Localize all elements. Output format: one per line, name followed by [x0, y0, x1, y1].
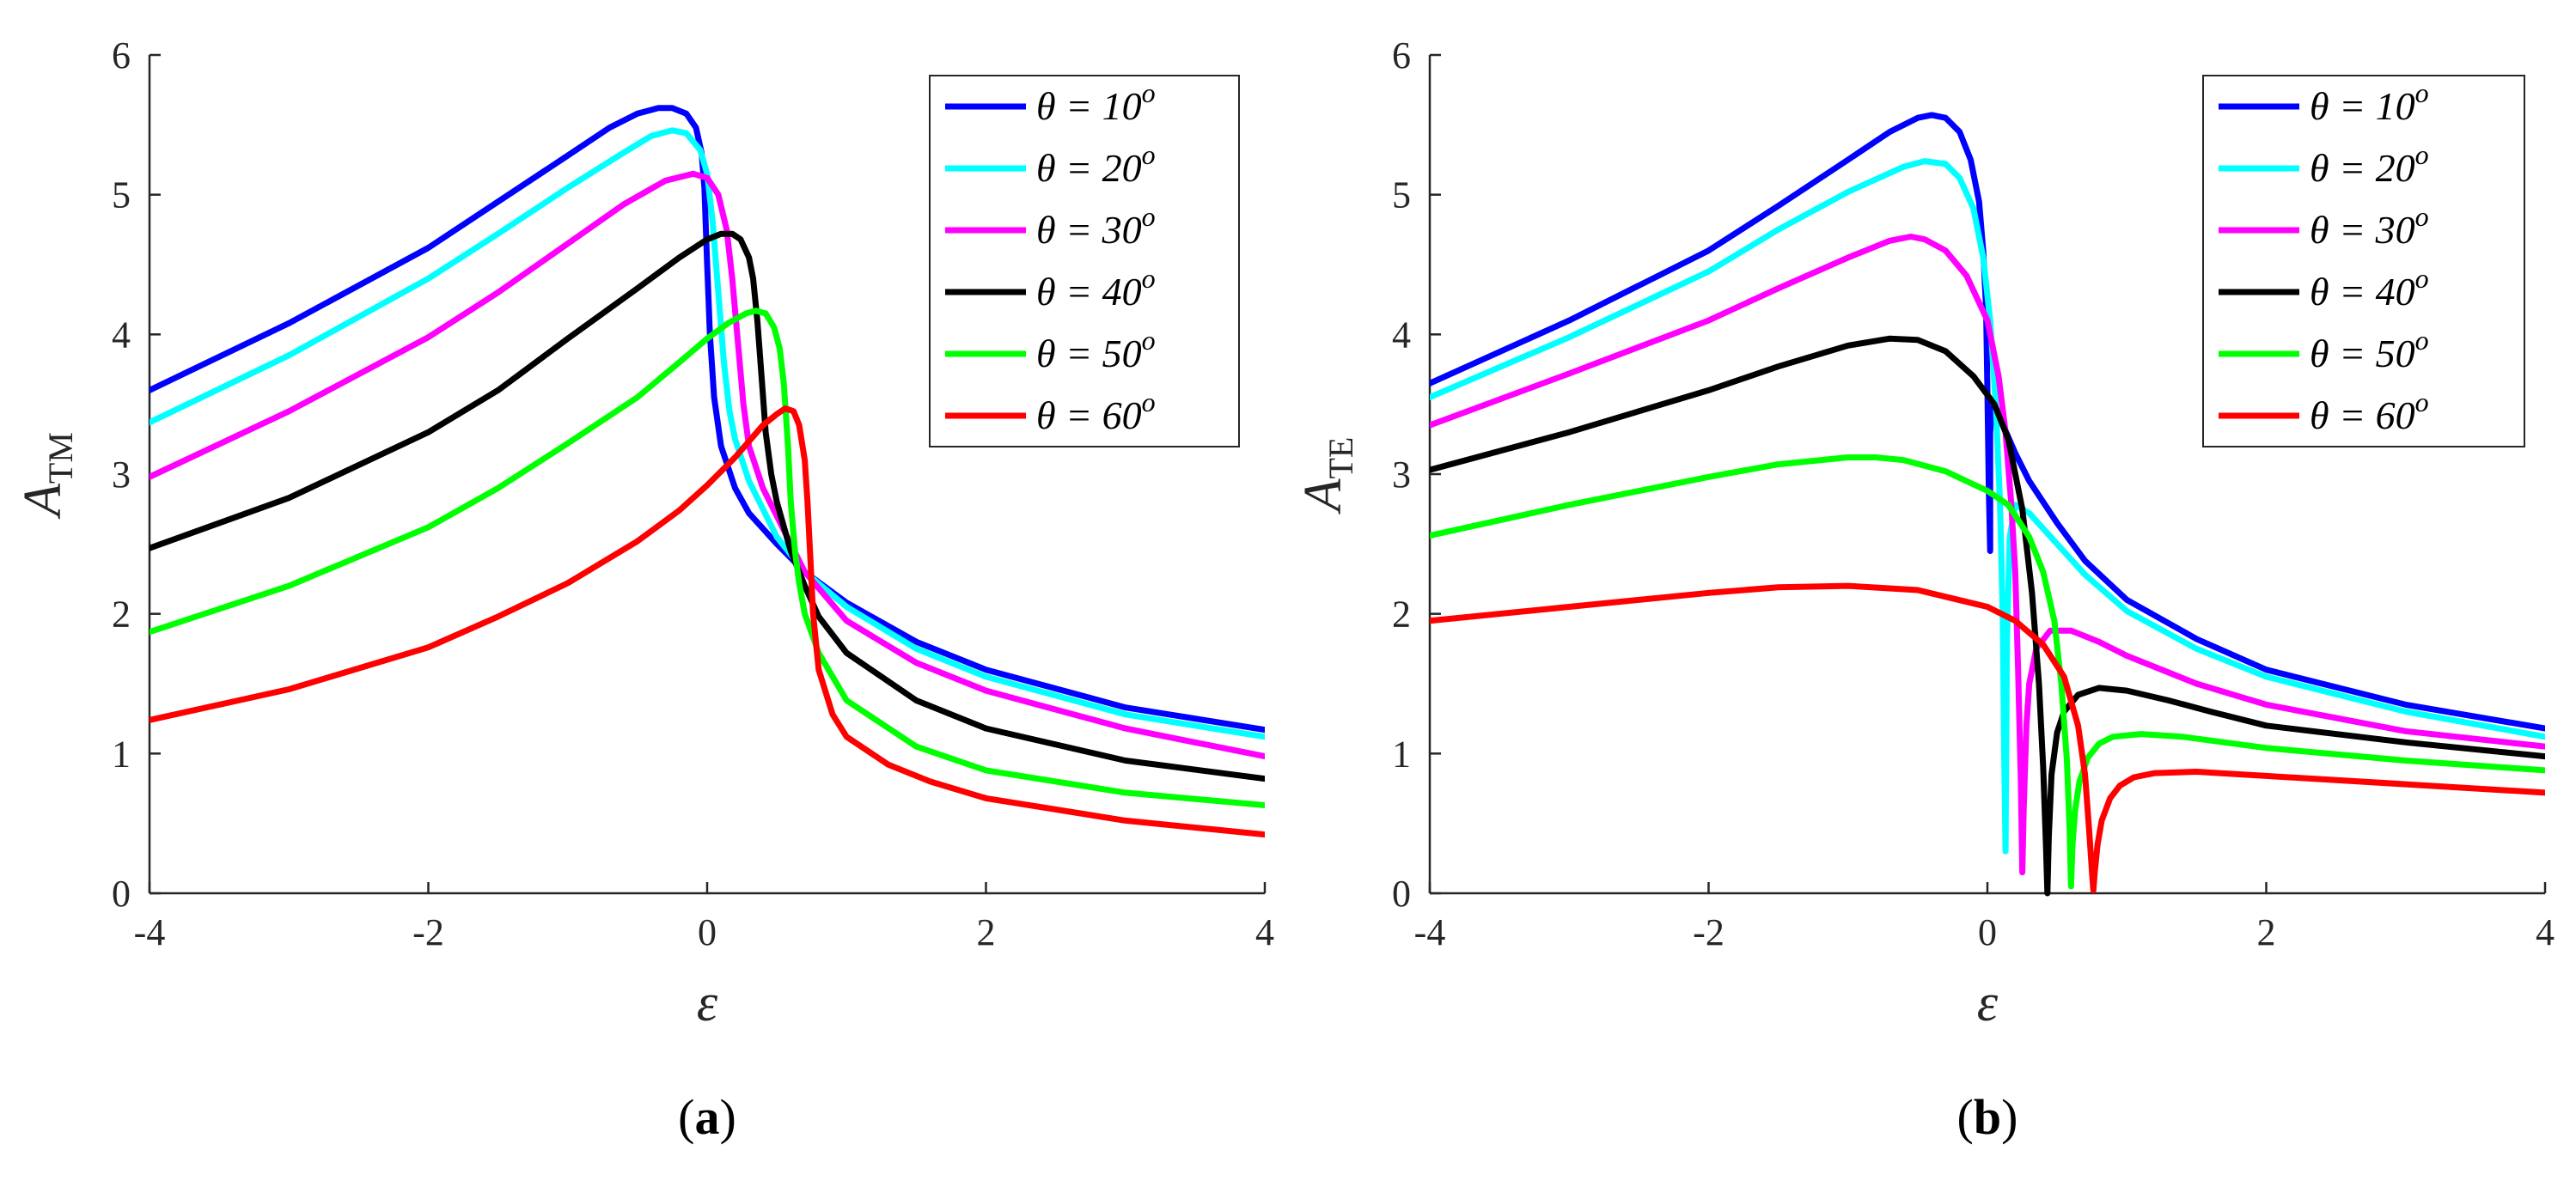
legend-label: θ = 30 — [2310, 208, 2415, 252]
legend-degree-sup: o — [1142, 325, 1156, 356]
legend-entry: θ = 30o — [2310, 201, 2429, 252]
x-tick-label: -2 — [1693, 911, 1724, 953]
panel-label-open: ( — [678, 1089, 694, 1145]
legend-entry: θ = 60o — [2310, 387, 2429, 437]
x-tick-label: 2 — [977, 911, 996, 953]
y-tick-label: 3 — [1392, 454, 1411, 496]
y-tick-label: 6 — [112, 34, 131, 76]
legend-label: θ = 20 — [2310, 146, 2415, 190]
legend-label: θ = 10 — [1036, 84, 1142, 128]
legend-entry: θ = 50o — [2310, 325, 2429, 375]
legend-entry: θ = 40o — [2310, 263, 2429, 314]
y-tick-label: 1 — [112, 733, 131, 775]
x-axis-label: ε — [697, 974, 718, 1032]
legend-degree-sup: o — [2415, 325, 2429, 356]
y-tick-label: 6 — [1392, 34, 1411, 76]
y-axis-label-main: A — [1294, 478, 1352, 514]
series-group — [150, 105, 1265, 838]
x-tick-label: -4 — [134, 911, 166, 953]
legend-label: θ = 60 — [2310, 393, 2415, 437]
legend-degree-sup: o — [1142, 387, 1156, 417]
panel-label-letter: a — [695, 1089, 720, 1145]
y-tick-label: 0 — [112, 873, 131, 915]
x-tick-label: -4 — [1414, 911, 1446, 953]
series-line — [150, 127, 1265, 740]
y-tick-label: 2 — [112, 594, 131, 636]
legend-entry: θ = 60o — [1036, 387, 1156, 437]
y-tick-label: 3 — [112, 454, 131, 496]
legend-entry: θ = 30o — [1036, 201, 1156, 252]
y-tick-label: 4 — [1392, 314, 1411, 356]
panel-label-open: ( — [1957, 1089, 1974, 1145]
y-tick-label: 4 — [112, 314, 131, 356]
series-line — [1430, 454, 2545, 890]
legend-entry: θ = 10o — [2310, 77, 2429, 128]
series-line — [150, 230, 1265, 782]
y-tick-label: 2 — [1392, 594, 1411, 636]
series-line — [1430, 158, 2545, 855]
legend-label: θ = 50 — [2310, 332, 2415, 375]
y-tick-label: 5 — [112, 174, 131, 216]
panel-label-letter: b — [1974, 1089, 2001, 1145]
x-tick-label: 0 — [698, 911, 717, 953]
series-group — [1430, 112, 2545, 897]
legend-label: θ = 20 — [1036, 146, 1142, 190]
y-axis-label-main: A — [14, 483, 72, 520]
x-tick-label: 0 — [1978, 911, 1997, 953]
legend-degree-sup: o — [2415, 77, 2429, 108]
x-tick-label: 4 — [2536, 911, 2555, 953]
legend-entry: θ = 40o — [1036, 263, 1156, 314]
x-tick-label: -2 — [412, 911, 444, 953]
series-line — [150, 307, 1265, 808]
legend-label: θ = 50 — [1036, 332, 1142, 375]
legend-entry: θ = 10o — [1036, 77, 1156, 128]
series-line — [150, 170, 1265, 760]
legend-box — [929, 75, 1240, 447]
legend-label: θ = 40 — [1036, 270, 1142, 314]
x-axis-label: ε — [1977, 974, 1999, 1032]
panel-label: (b) — [1957, 1089, 2018, 1145]
y-axis-label-sub: TE — [1322, 437, 1360, 479]
legend-entry: θ = 20o — [1036, 139, 1156, 190]
legend-degree-sup: o — [2415, 263, 2429, 294]
x-tick-label: 4 — [1255, 911, 1274, 953]
legend-degree-sup: o — [1142, 77, 1156, 108]
legend-degree-sup: o — [2415, 201, 2429, 232]
legend-degree-sup: o — [1142, 201, 1156, 232]
series-line — [1430, 112, 2545, 732]
series-line — [1430, 582, 2545, 894]
legend-label: θ = 10 — [2310, 84, 2415, 128]
y-tick-label: 5 — [1392, 174, 1411, 216]
legend-box — [2202, 75, 2525, 447]
legend-degree-sup: o — [1142, 263, 1156, 294]
legend-label: θ = 30 — [1036, 208, 1142, 252]
y-axis-label: ATM — [14, 432, 80, 520]
x-tick-label: 2 — [2257, 911, 2276, 953]
y-tick-label: 1 — [1392, 733, 1411, 775]
legend-degree-sup: o — [2415, 139, 2429, 170]
panel-label-close: ) — [2001, 1089, 2017, 1145]
panel-label-close: ) — [720, 1089, 736, 1145]
legend-label: θ = 60 — [1036, 393, 1142, 437]
legend-label: θ = 40 — [2310, 270, 2415, 314]
y-axis-label-sub: TM — [41, 432, 80, 484]
legend-degree-sup: o — [2415, 387, 2429, 417]
y-axis-label: ATE — [1294, 437, 1360, 515]
y-tick-label: 0 — [1392, 873, 1411, 915]
legend-entry: θ = 50o — [1036, 325, 1156, 375]
series-line — [150, 405, 1265, 838]
legend-degree-sup: o — [1142, 139, 1156, 170]
legend-entry: θ = 20o — [2310, 139, 2429, 190]
series-line — [1430, 335, 2545, 897]
panel-label: (a) — [678, 1089, 736, 1145]
